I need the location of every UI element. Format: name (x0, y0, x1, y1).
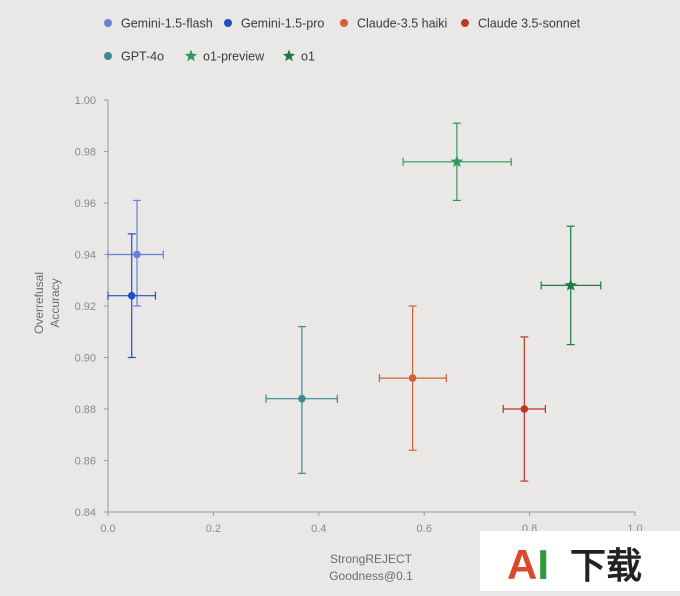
y-tick-label: 0.88 (75, 404, 96, 416)
legend-label: Claude-3.5 haiki (357, 17, 447, 31)
data-point-star (564, 278, 577, 291)
legend-label: GPT-4o (121, 50, 164, 64)
legend-marker (224, 19, 232, 27)
data-point (127, 291, 136, 300)
legend-label: o1 (301, 50, 315, 64)
x-axis-title-line2: Goodness@0.1 (329, 569, 413, 583)
y-tick-label: 0.94 (75, 250, 96, 262)
y-tick-label: 0.98 (75, 147, 96, 159)
axes: 0.0 0.2 0.4 0.6 0.8 1.00.840.860.880.900.920.… (75, 95, 643, 535)
y-axis-title-line1: Overrefusal (32, 272, 46, 334)
legend-marker-star (282, 49, 296, 62)
legend-marker-star (184, 49, 198, 62)
watermark-text-cn: 下载 (570, 545, 642, 586)
x-tick-label: 0.4 (311, 523, 326, 535)
legend-label: Claude 3.5-sonnet (478, 17, 581, 31)
data-markers (127, 155, 577, 413)
legend-label: o1-preview (203, 50, 265, 64)
legend-item: Claude 3.5-sonnet (461, 17, 581, 31)
legend-item: GPT-4o (104, 50, 164, 64)
y-tick-label: 0.86 (75, 456, 96, 468)
legend-label: Gemini-1.5-pro (241, 17, 324, 31)
x-tick-label: 0.6 (417, 523, 432, 535)
x-tick-label: 0.0 (100, 523, 115, 535)
data-point (133, 250, 141, 259)
legend-item: Claude-3.5 haiki (340, 17, 447, 31)
y-tick-label: 0.84 (75, 507, 96, 519)
legend-label: Gemini-1.5-flash (121, 17, 213, 31)
legend-marker (104, 19, 112, 27)
legend-item: Gemini-1.5-pro (224, 17, 324, 31)
data-point (520, 405, 529, 413)
y-tick-label: 0.96 (75, 198, 96, 210)
y-tick-label: 0.92 (75, 301, 96, 313)
watermark: AI 下载 (480, 531, 680, 591)
y-tick-label: 1.00 (75, 95, 96, 107)
legend-marker (461, 19, 469, 27)
legend: Gemini-1.5-flash Gemini-1.5-pro Claude-3.5… (104, 17, 581, 64)
data-point-star (450, 155, 464, 168)
y-tick-label: 0.90 (75, 353, 96, 365)
legend-item: o1-preview (184, 49, 265, 64)
legend-marker (104, 52, 112, 60)
y-axis-title-line2: Accuracy (48, 278, 62, 327)
legend-marker (340, 19, 348, 27)
watermark-text-ai: AI (507, 541, 549, 588)
x-tick-label: 0.2 (206, 523, 221, 535)
legend-item: Gemini-1.5-flash (104, 17, 213, 31)
data-point (298, 394, 306, 403)
legend-item: o1 (282, 49, 315, 64)
error-bars (107, 122, 602, 482)
x-axis-title-line1: StrongREJECT (330, 552, 413, 566)
data-point (408, 374, 417, 382)
